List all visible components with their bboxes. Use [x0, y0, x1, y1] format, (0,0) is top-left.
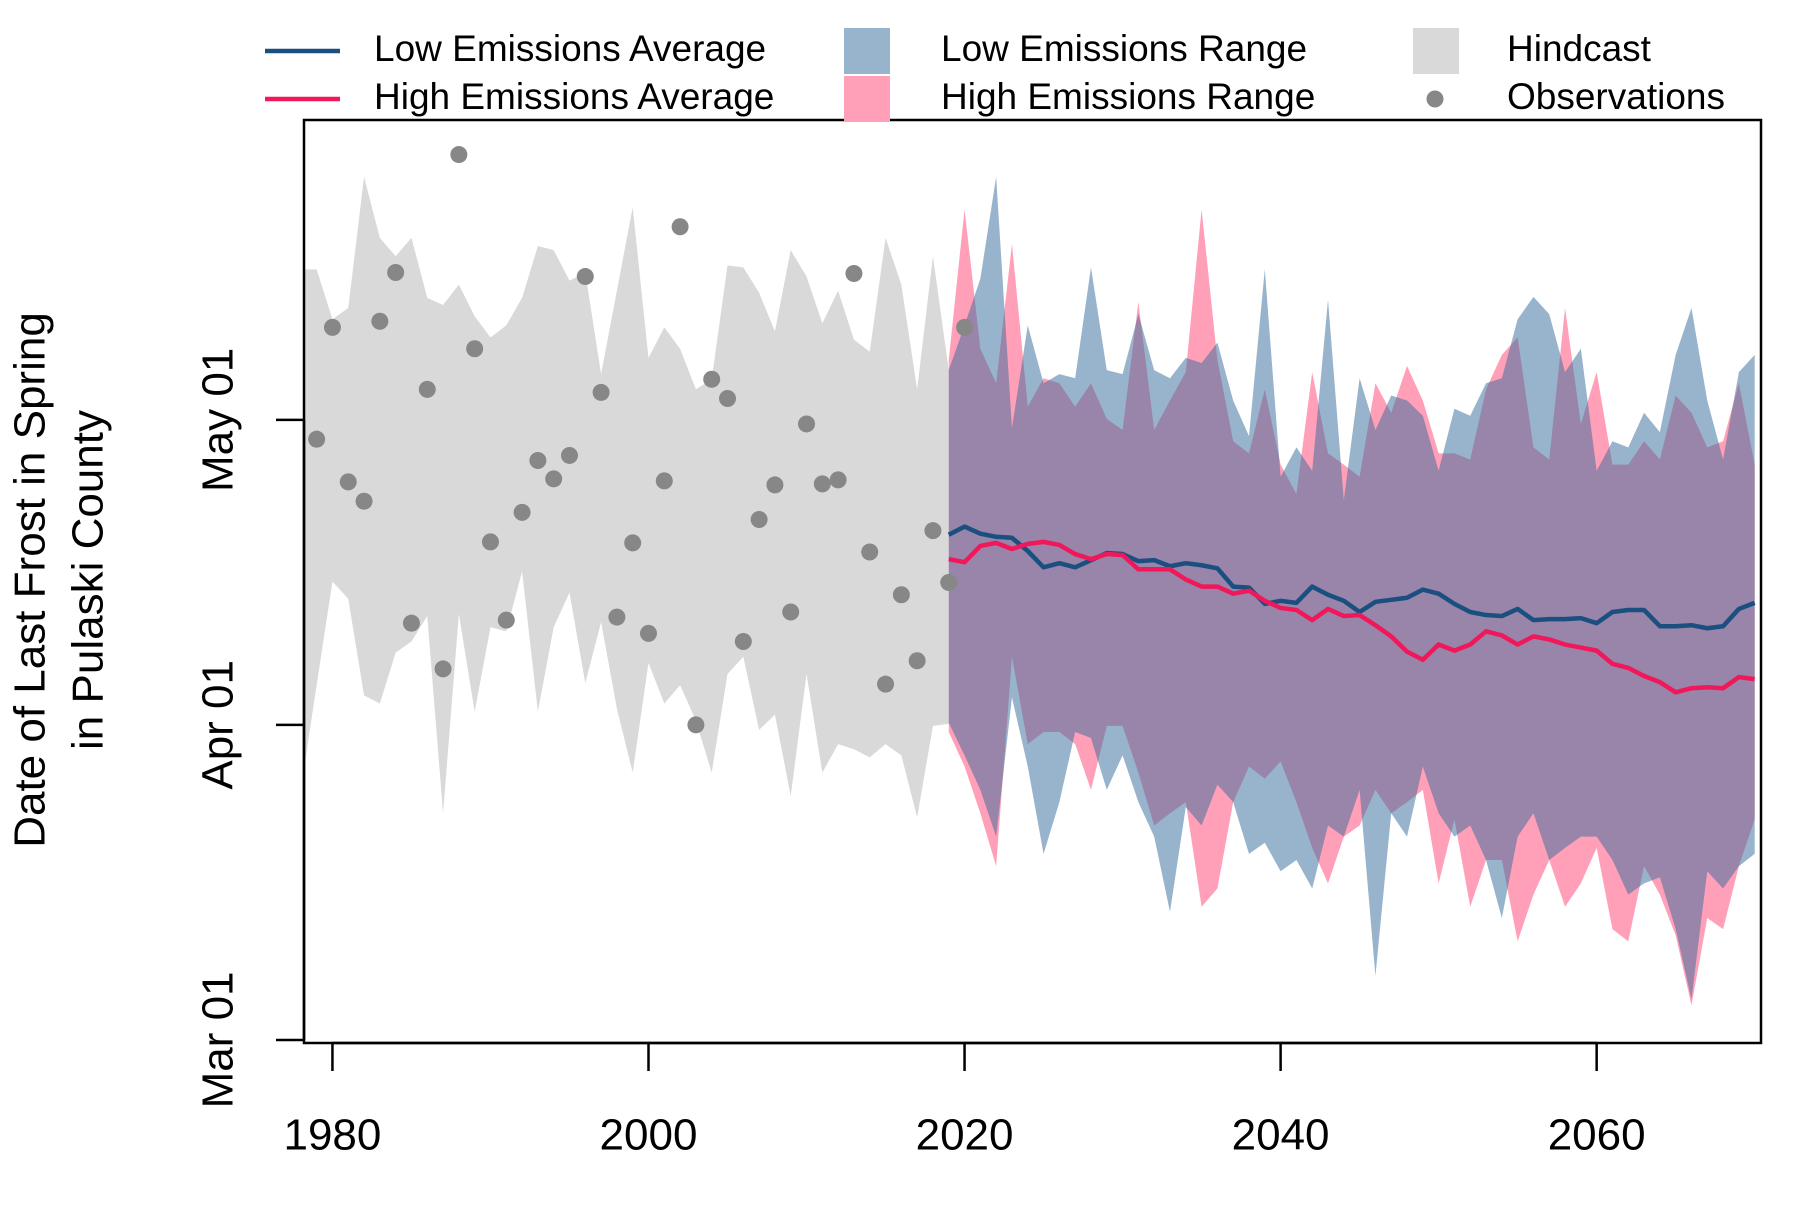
- legend: Low Emissions Average High Emissions Aver…: [265, 28, 1725, 122]
- observation-point: [924, 522, 942, 540]
- observation-point: [956, 318, 974, 336]
- observation-point: [402, 614, 420, 632]
- observation-point: [624, 534, 642, 552]
- legend-label: Low Emissions Range: [941, 28, 1307, 69]
- observation-point: [513, 503, 531, 521]
- observation-point: [592, 383, 610, 401]
- x-tick-label: 2040: [1232, 1111, 1330, 1160]
- observation-point: [323, 318, 341, 336]
- observation-point: [892, 586, 910, 604]
- observation-point: [497, 611, 515, 629]
- observation-point: [671, 218, 689, 236]
- plot-area: [304, 146, 1756, 1006]
- observation-point: [782, 603, 800, 621]
- observation-point: [734, 632, 752, 650]
- observation-point: [813, 475, 831, 493]
- observation-point: [450, 146, 468, 164]
- average-line: [947, 524, 1756, 631]
- observation-point: [877, 675, 895, 693]
- x-tick-label: 2060: [1548, 1111, 1646, 1160]
- observation-point: [308, 430, 326, 448]
- legend-label: Hindcast: [1507, 28, 1652, 69]
- legend-swatch: [844, 76, 890, 122]
- observation-point: [829, 471, 847, 489]
- observation-point: [845, 264, 863, 282]
- observation-point: [766, 476, 784, 494]
- y-axis-label: Date of Last Frost in Spring: [6, 312, 55, 848]
- observation-point: [750, 510, 768, 528]
- observation-point: [387, 263, 405, 281]
- observation-point: [703, 370, 721, 388]
- range-band: [948, 176, 1755, 1000]
- legend-swatch: [844, 28, 890, 74]
- observation-point: [434, 660, 452, 678]
- legend-swatch: [1413, 28, 1459, 74]
- observation-point: [940, 574, 958, 592]
- legend-swatch: [1426, 90, 1444, 108]
- legend-label: High Emissions Range: [941, 76, 1315, 117]
- observation-point: [687, 716, 705, 734]
- observation-point: [861, 543, 879, 561]
- observation-point: [908, 652, 926, 670]
- observation-point: [639, 624, 657, 642]
- observation-point: [655, 472, 673, 490]
- observation-point: [719, 390, 737, 408]
- x-tick-label: 2000: [600, 1111, 698, 1160]
- y-tick-label: Apr 01: [194, 660, 243, 790]
- y-tick-label: May 01: [194, 348, 243, 492]
- observation-point: [798, 415, 816, 433]
- average-line: [948, 539, 1755, 695]
- axes: 1980 2000 2020 2040 2060 Mar 01 Apr 01 May 01: [194, 348, 1646, 1160]
- observation-point: [418, 380, 436, 398]
- y-tick-label: Mar 01: [194, 971, 243, 1108]
- observation-point: [481, 533, 499, 551]
- legend-label: Low Emissions Average: [374, 28, 766, 69]
- observation-point: [466, 340, 484, 358]
- x-tick-label: 1980: [283, 1111, 381, 1160]
- observation-point: [576, 268, 594, 286]
- observation-point: [355, 492, 373, 510]
- legend-label: Observations: [1507, 76, 1725, 117]
- observation-point: [608, 608, 626, 626]
- observation-point: [371, 312, 389, 330]
- observation-point: [560, 446, 578, 464]
- observation-point: [529, 452, 547, 470]
- legend-label: High Emissions Average: [374, 76, 774, 117]
- range-band: [304, 176, 949, 818]
- y-axis-label: in Pulaski County: [64, 410, 113, 750]
- observation-point: [339, 473, 357, 491]
- x-tick-label: 2020: [916, 1111, 1014, 1160]
- observation-point: [545, 470, 563, 488]
